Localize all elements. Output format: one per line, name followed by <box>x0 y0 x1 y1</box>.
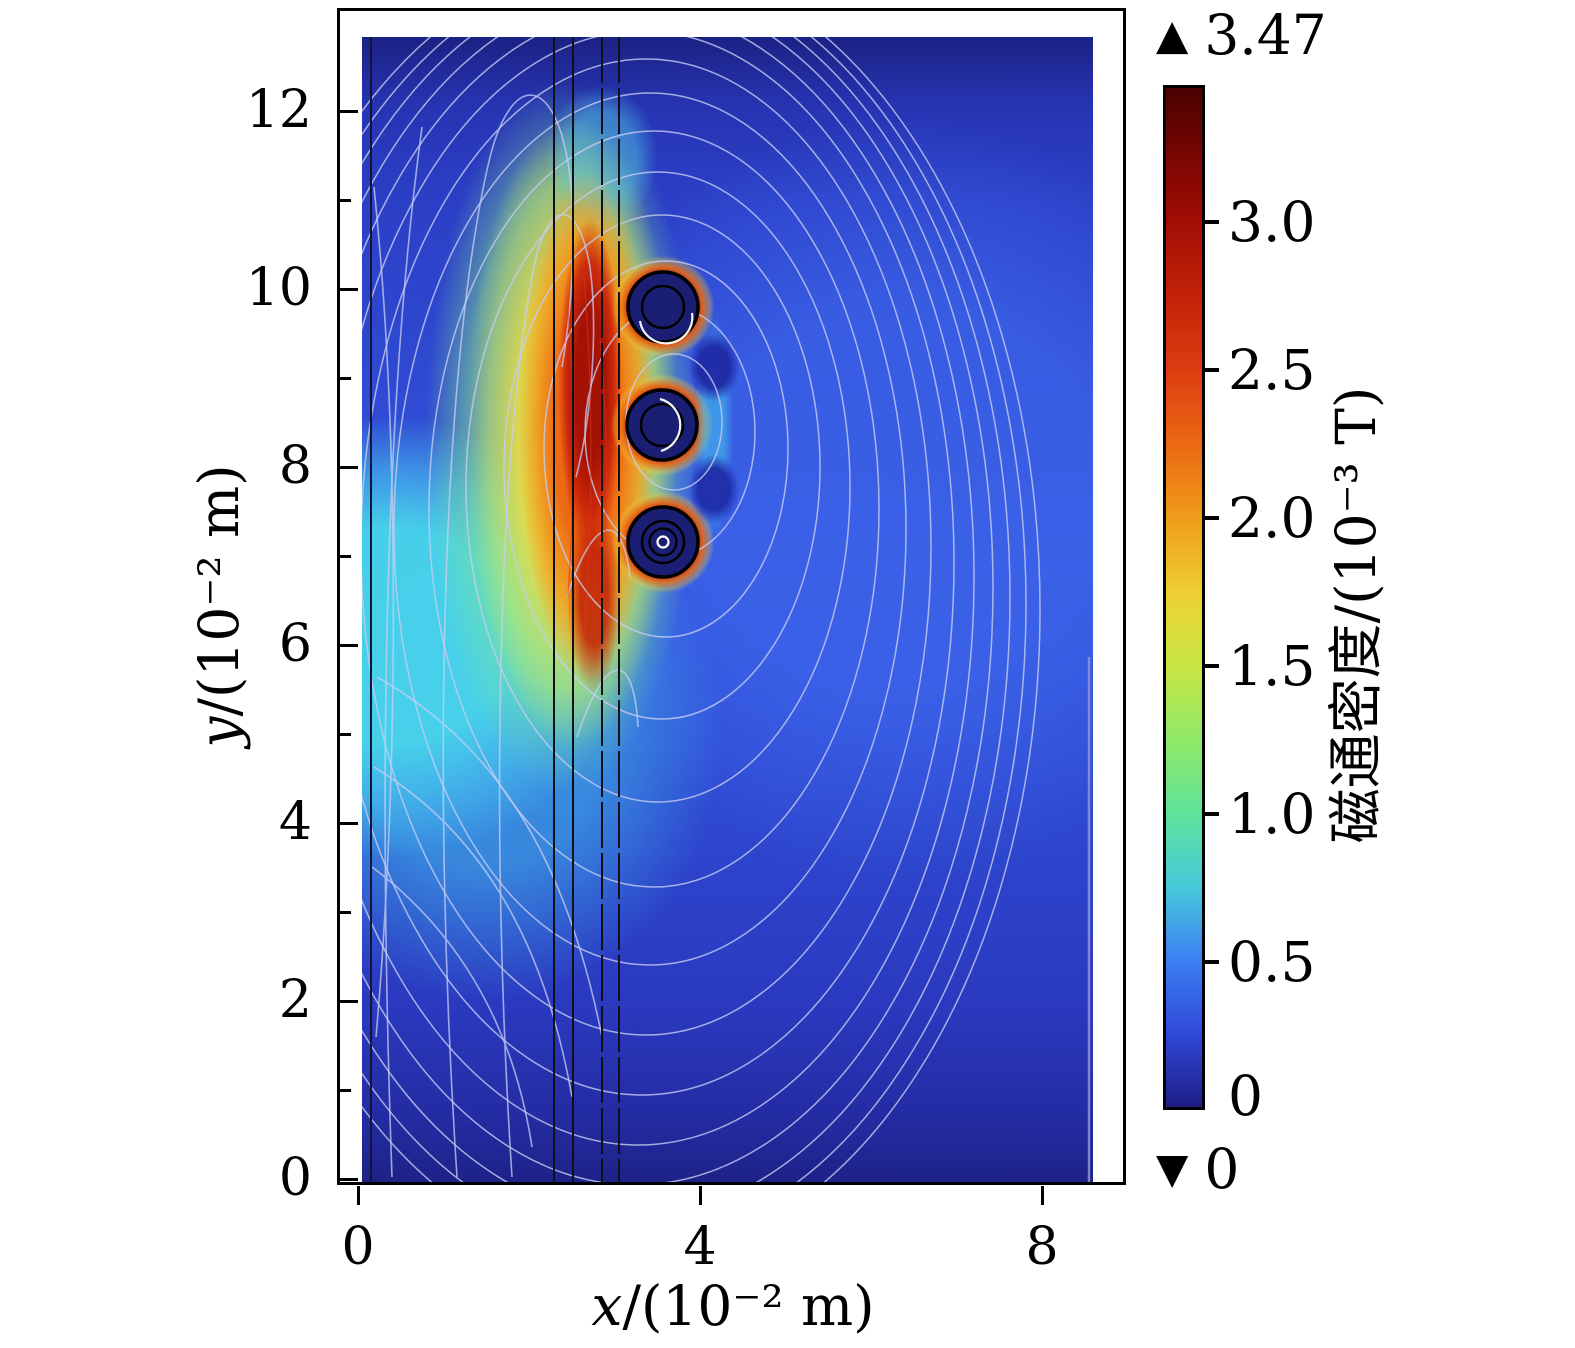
heatmap-field <box>362 37 1093 1183</box>
coil-top <box>626 270 700 345</box>
y-axis-unit: /(10⁻² m) <box>187 464 251 717</box>
y-axis-minor-tick <box>340 911 351 914</box>
colorbar-tick <box>1204 220 1219 224</box>
colorbar-tick-label: 0 <box>1228 1064 1263 1128</box>
x-tick-label: 0 <box>341 1217 375 1277</box>
y-axis-tick <box>340 644 358 647</box>
field-line-loops <box>362 37 1041 1183</box>
y-tick-label: 4 <box>278 792 312 852</box>
colorbar-tick <box>1204 368 1219 372</box>
x-axis-label: x/(10⁻² m) <box>483 1273 983 1339</box>
colorbar-tick <box>1204 960 1219 964</box>
colorbar-tick <box>1204 812 1219 816</box>
triangle-down-icon: ▼ <box>1156 1144 1189 1193</box>
colorbar-max-marker: ▲ 3.47 <box>1156 4 1327 66</box>
coil-middle <box>625 388 699 462</box>
colorbar-tick <box>1204 516 1219 520</box>
x-axis-tick <box>699 1186 702 1205</box>
colorbar-tick-label: 3.0 <box>1228 190 1316 254</box>
x-tick-label: 8 <box>1025 1217 1059 1277</box>
colorbar-min-value: 0 <box>1204 1137 1240 1201</box>
colorbar-min-marker: ▼ 0 <box>1156 1138 1239 1200</box>
y-axis-minor-tick <box>340 377 351 380</box>
y-axis-tick <box>340 288 358 291</box>
left-boundary-streamlines <box>371 94 639 1178</box>
x-axis-unit: /(10⁻² m) <box>622 1274 875 1338</box>
colorbar-gradient <box>1163 85 1205 1110</box>
y-tick-label: 6 <box>278 614 312 674</box>
colorbar-tick-label: 0.5 <box>1228 930 1316 994</box>
colorbar-label: 磁通密度/(10⁻³ T) <box>1324 386 1388 844</box>
streamlines-overlay <box>362 37 1091 1183</box>
y-tick-label: 0 <box>278 1148 312 1208</box>
y-axis-tick <box>340 822 358 825</box>
plot-frame <box>337 8 1126 1185</box>
colorbar-tick-label: 2.0 <box>1228 486 1316 550</box>
coil-bottom <box>626 505 700 579</box>
colorbar-tick-label: 1.0 <box>1228 782 1316 846</box>
y-axis-tick <box>340 110 358 113</box>
colorbar-tick-label: 2.5 <box>1228 338 1316 402</box>
y-axis-minor-tick <box>340 733 351 736</box>
y-axis-minor-tick <box>340 555 351 558</box>
colorbar-tick-label: 1.5 <box>1228 634 1316 698</box>
y-axis-minor-tick <box>340 1089 351 1092</box>
y-axis-tick <box>340 1000 358 1003</box>
triangle-up-icon: ▲ <box>1156 10 1189 59</box>
shield-plate-lines <box>553 37 620 1183</box>
colorbar-max-value: 3.47 <box>1204 3 1327 67</box>
y-axis-tick <box>340 466 358 469</box>
y-axis-variable: y <box>187 716 251 748</box>
y-axis-minor-tick <box>340 199 351 202</box>
x-axis-tick <box>1041 1186 1044 1205</box>
y-tick-label: 12 <box>245 80 312 140</box>
y-tick-label: 8 <box>278 436 312 496</box>
colorbar-tick <box>1204 664 1219 668</box>
y-tick-label: 2 <box>278 970 312 1030</box>
y-tick-label: 10 <box>245 258 312 318</box>
x-axis-tick <box>357 1186 360 1205</box>
y-axis-tick <box>340 1178 358 1181</box>
y-axis-label: y/(10⁻² m) <box>186 356 252 856</box>
x-tick-label: 4 <box>683 1217 717 1277</box>
x-axis-variable: x <box>591 1274 623 1338</box>
